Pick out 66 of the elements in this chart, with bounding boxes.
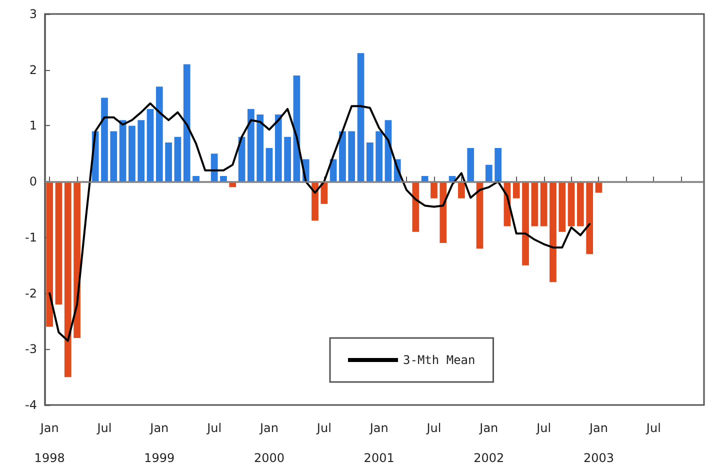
bar	[183, 64, 190, 182]
bar	[165, 142, 172, 182]
category-label: Jan 2003	[583, 421, 614, 465]
bar	[101, 98, 108, 182]
bar	[522, 182, 529, 266]
bar	[440, 182, 447, 244]
bar	[550, 182, 556, 282]
bar	[138, 120, 145, 182]
y-tick-label: -2	[25, 286, 37, 300]
y-tick-label: -3	[25, 342, 37, 356]
bar	[210, 154, 218, 182]
x-tick-label: Jul	[645, 421, 661, 435]
category-label: Jan 2002	[474, 421, 504, 465]
x-tick-label: Jul	[316, 421, 332, 435]
y-tick-label: 1	[29, 118, 37, 133]
bar	[421, 176, 428, 182]
bar	[46, 182, 54, 327]
bar	[312, 182, 318, 221]
bar	[348, 131, 356, 182]
category-label: Jan 1998	[34, 421, 65, 465]
line-series	[48, 102, 591, 342]
bar	[430, 182, 438, 198]
bar	[485, 164, 492, 182]
y-tick-label: -4	[25, 398, 37, 412]
bar	[55, 182, 62, 304]
bar	[192, 176, 200, 182]
bar	[174, 136, 182, 182]
y-tick-label: 2	[29, 62, 37, 77]
bar	[577, 182, 584, 226]
bar	[110, 131, 118, 182]
bar	[284, 136, 291, 182]
bar	[274, 114, 282, 182]
bar	[266, 148, 273, 182]
legend-label: 3-Mth Mean	[403, 353, 476, 367]
bar	[458, 182, 465, 198]
bar	[74, 182, 80, 338]
bar	[467, 148, 474, 182]
y-tick-label: -1	[25, 230, 37, 244]
bar	[248, 108, 254, 182]
bar	[568, 182, 575, 226]
bar	[64, 182, 72, 378]
x-tick-label: Jul	[96, 421, 112, 435]
bar	[494, 148, 502, 182]
category-label: Jan 2001	[364, 421, 394, 465]
bar	[119, 120, 126, 182]
bar	[366, 142, 374, 182]
bar	[586, 182, 594, 254]
bar	[339, 131, 346, 182]
bar	[357, 53, 364, 182]
bar	[146, 108, 154, 182]
x-tick-label: Jul	[426, 421, 442, 435]
bar	[540, 182, 548, 226]
bar	[128, 126, 136, 182]
category-label: Jan 2000	[254, 421, 285, 465]
bar	[220, 176, 227, 182]
y-tick-label: 3	[29, 7, 37, 21]
bar	[376, 131, 383, 182]
bar	[156, 86, 163, 182]
bar	[256, 114, 264, 182]
x-tick-label: Jul	[206, 421, 222, 435]
bar	[512, 182, 520, 198]
x-tick-label: Jul	[536, 421, 552, 435]
y-tick-label: 0	[29, 174, 37, 189]
bar	[558, 182, 566, 232]
category-label: Jan 1999	[144, 421, 175, 465]
bar	[531, 182, 538, 226]
